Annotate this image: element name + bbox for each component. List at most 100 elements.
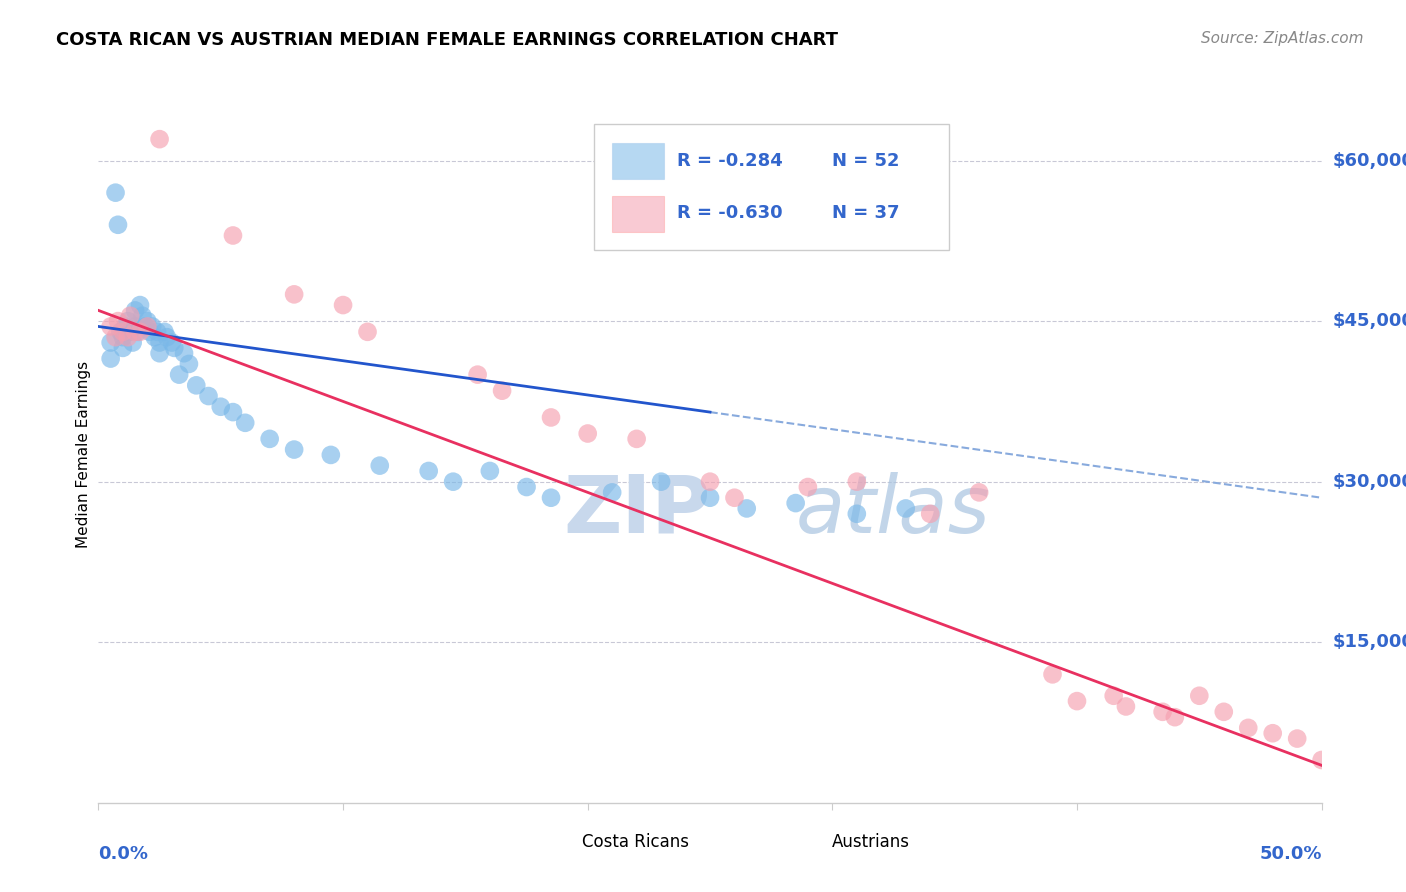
Point [124, 325, 146, 339]
Text: N = 52: N = 52 [832, 152, 900, 169]
Point [626, 432, 648, 446]
Point [600, 485, 623, 500]
Point [515, 480, 537, 494]
Point [149, 346, 172, 360]
Point [222, 228, 245, 243]
Point [332, 298, 354, 312]
Point [356, 325, 378, 339]
Point [136, 319, 159, 334]
Point [153, 325, 176, 339]
Point [1212, 705, 1234, 719]
FancyBboxPatch shape [612, 196, 664, 232]
Point [104, 330, 127, 344]
Point [124, 303, 146, 318]
Point [177, 357, 200, 371]
Point [117, 330, 139, 344]
Point [186, 378, 208, 392]
Point [845, 507, 868, 521]
FancyBboxPatch shape [593, 124, 949, 250]
Point [107, 218, 129, 232]
Point [441, 475, 464, 489]
Point [111, 341, 134, 355]
Point [723, 491, 745, 505]
Text: $15,000: $15,000 [1333, 633, 1406, 651]
Text: R = -0.284: R = -0.284 [678, 152, 783, 169]
FancyBboxPatch shape [612, 144, 664, 179]
Text: R = -0.630: R = -0.630 [678, 203, 783, 222]
Point [156, 330, 179, 344]
Point [149, 335, 172, 350]
Point [110, 325, 132, 339]
Point [1042, 667, 1064, 681]
Point [104, 186, 127, 200]
Point [111, 325, 134, 339]
Point [100, 351, 122, 366]
Point [319, 448, 342, 462]
Text: COSTA RICAN VS AUSTRIAN MEDIAN FEMALE EARNINGS CORRELATION CHART: COSTA RICAN VS AUSTRIAN MEDIAN FEMALE EA… [56, 31, 838, 49]
Point [1310, 753, 1333, 767]
Point [167, 368, 190, 382]
Y-axis label: Median Female Earnings: Median Female Earnings [76, 361, 91, 549]
Point [100, 335, 122, 350]
Text: N = 37: N = 37 [832, 203, 900, 222]
Point [467, 368, 489, 382]
Point [136, 314, 159, 328]
Text: ZIP: ZIP [564, 472, 710, 549]
Point [141, 319, 163, 334]
Point [478, 464, 501, 478]
Point [173, 346, 195, 360]
Point [160, 335, 183, 350]
Point [418, 464, 440, 478]
Point [114, 319, 136, 334]
Point [117, 314, 139, 328]
FancyBboxPatch shape [780, 827, 823, 856]
Text: Austrians: Austrians [832, 833, 910, 851]
Text: 0.0%: 0.0% [98, 845, 149, 863]
Point [1115, 699, 1137, 714]
Text: $60,000: $60,000 [1333, 152, 1406, 169]
Point [124, 319, 146, 334]
Point [121, 335, 143, 350]
Point [139, 325, 162, 339]
Point [540, 410, 562, 425]
Point [1164, 710, 1187, 724]
Point [129, 298, 152, 312]
Point [143, 330, 166, 344]
Point [967, 485, 990, 500]
Point [111, 330, 134, 344]
Point [209, 400, 232, 414]
Text: atlas: atlas [796, 472, 990, 549]
Point [100, 319, 122, 334]
Point [1286, 731, 1309, 746]
Text: Source: ZipAtlas.com: Source: ZipAtlas.com [1201, 31, 1364, 46]
Point [129, 325, 152, 339]
Point [233, 416, 256, 430]
Point [699, 491, 721, 505]
Point [146, 325, 169, 339]
Point [259, 432, 281, 446]
Point [735, 501, 758, 516]
Text: 50.0%: 50.0% [1260, 845, 1322, 863]
Point [540, 491, 562, 505]
FancyBboxPatch shape [530, 827, 572, 856]
Point [131, 309, 153, 323]
Point [107, 314, 129, 328]
Point [1237, 721, 1260, 735]
Point [283, 442, 305, 457]
Point [120, 309, 142, 323]
Point [785, 496, 807, 510]
Point [845, 475, 868, 489]
Point [127, 325, 149, 339]
Point [1261, 726, 1284, 740]
Point [1188, 689, 1211, 703]
Text: $30,000: $30,000 [1333, 473, 1406, 491]
Text: Costa Ricans: Costa Ricans [582, 833, 689, 851]
Point [120, 325, 142, 339]
Point [197, 389, 219, 403]
Point [222, 405, 245, 419]
Point [163, 341, 186, 355]
Point [149, 132, 172, 146]
Text: $45,000: $45,000 [1333, 312, 1406, 330]
Point [491, 384, 513, 398]
Point [699, 475, 721, 489]
